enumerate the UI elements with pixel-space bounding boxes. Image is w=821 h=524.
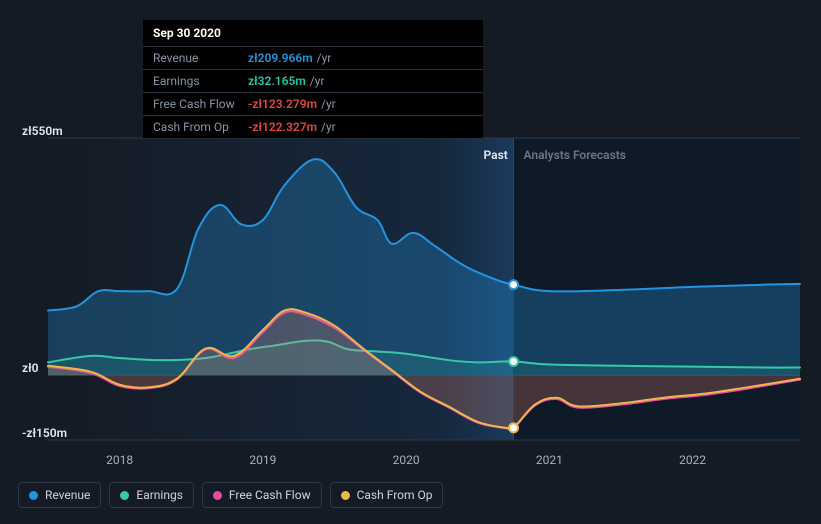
- legend-swatch-icon: [213, 491, 222, 500]
- tooltip-row: Earningszł32.165m/yr: [143, 70, 483, 93]
- tooltip-row: Revenuezł209.966m/yr: [143, 47, 483, 70]
- tooltip-row-value: -zł123.279m: [248, 97, 317, 111]
- tooltip-row-unit: /yr: [321, 120, 336, 134]
- legend-item-label: Earnings: [136, 488, 183, 502]
- legend-item-label: Free Cash Flow: [229, 488, 311, 502]
- tooltip-row: Free Cash Flow-zł123.279m/yr: [143, 93, 483, 116]
- tooltip-row-label: Free Cash Flow: [153, 97, 248, 111]
- x-axis-tick-label: 2021: [536, 453, 563, 467]
- legend-item-fcf[interactable]: Free Cash Flow: [202, 482, 322, 508]
- x-axis-tick-label: 2019: [249, 453, 276, 467]
- tooltip-row-label: Cash From Op: [153, 120, 248, 134]
- tooltip-row-unit: /yr: [310, 74, 325, 88]
- x-axis-tick-label: 2022: [679, 453, 706, 467]
- legend-item-revenue[interactable]: Revenue: [18, 482, 101, 508]
- legend-swatch-icon: [120, 491, 129, 500]
- tooltip-row-value: zł209.966m: [248, 51, 313, 65]
- legend-item-earnings[interactable]: Earnings: [109, 482, 194, 508]
- hover-tooltip: Sep 30 2020Revenuezł209.966m/yrEarningsz…: [143, 20, 483, 138]
- tooltip-date: Sep 30 2020: [143, 20, 483, 47]
- region-label-forecast: Analysts Forecasts: [524, 148, 626, 162]
- legend-item-label: Revenue: [45, 488, 90, 502]
- legend-item-label: Cash From Op: [357, 488, 433, 502]
- legend-swatch-icon: [29, 491, 38, 500]
- tooltip-row: Cash From Op-zł122.327m/yr: [143, 116, 483, 138]
- y-axis-tick-label: zł550m: [22, 124, 63, 138]
- tooltip-row-value: -zł122.327m: [248, 120, 317, 134]
- chart-container: zł550m zł0 -zł150m 2018 2019 2020 2021 2022 Past…: [0, 0, 821, 524]
- tooltip-row-label: Earnings: [153, 74, 248, 88]
- legend: Revenue Earnings Free Cash Flow Cash From O…: [18, 482, 443, 508]
- tooltip-row-label: Revenue: [153, 51, 248, 65]
- tooltip-row-value: zł32.165m: [248, 74, 306, 88]
- y-axis-tick-label: -zł150m: [22, 426, 67, 440]
- legend-item-cfo[interactable]: Cash From Op: [330, 482, 444, 508]
- legend-swatch-icon: [341, 491, 350, 500]
- x-axis-tick-label: 2020: [393, 453, 420, 467]
- tooltip-row-unit: /yr: [321, 97, 336, 111]
- region-label-past: Past: [484, 148, 508, 162]
- y-axis-tick-label: zł0: [22, 361, 39, 375]
- tooltip-row-unit: /yr: [317, 51, 332, 65]
- x-axis-tick-label: 2018: [106, 453, 133, 467]
